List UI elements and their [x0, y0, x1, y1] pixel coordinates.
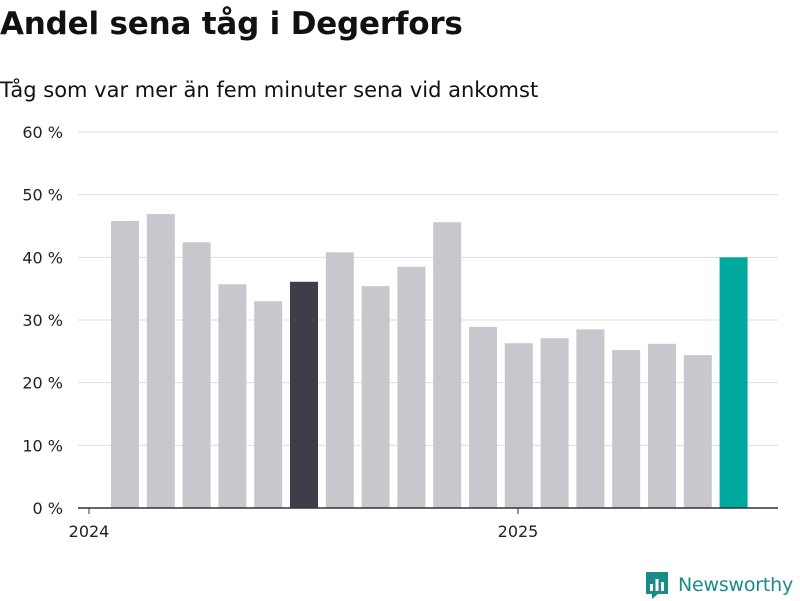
bar: [397, 266, 426, 508]
chart-subtitle: Tåg som var mer än fem minuter sena vid …: [0, 78, 539, 102]
newsworthy-logo-icon: [646, 572, 668, 599]
bar: [576, 329, 605, 508]
bar: [504, 343, 533, 508]
bar: [361, 286, 390, 508]
bar: [111, 220, 139, 508]
bar: [290, 281, 318, 508]
y-tick-label: 60 %: [22, 123, 63, 142]
bars: [111, 214, 748, 509]
y-tick-label: 30 %: [22, 311, 63, 330]
bar: [254, 301, 283, 508]
bar: [218, 284, 247, 508]
chart-title: Andel sena tåg i Degerfors: [0, 6, 463, 42]
x-tick-label: 2024: [69, 522, 110, 541]
y-tick-label: 0 %: [33, 499, 63, 518]
brand-name: Newsworthy: [678, 574, 794, 596]
brand-logo: Newsworthy: [644, 569, 793, 601]
x-tick-label: 2025: [498, 522, 539, 541]
y-tick-label: 40 %: [22, 248, 63, 267]
bar: [325, 252, 354, 508]
bar: [540, 338, 569, 508]
tick-labels: 0 % 10 % 20 % 30 % 40 % 50 % 60 % 2024 2025: [22, 123, 538, 541]
x-axis: [78, 507, 778, 514]
bar: [683, 355, 712, 508]
y-tick-label: 50 %: [22, 186, 63, 205]
bar: [648, 343, 676, 508]
bar: [182, 242, 211, 508]
bar: [433, 222, 462, 509]
bar: [612, 350, 641, 508]
bar: [146, 214, 175, 509]
y-tick-label: 10 %: [22, 436, 63, 455]
bar: [469, 326, 497, 508]
y-tick-label: 20 %: [22, 374, 63, 393]
bar: [719, 257, 748, 508]
